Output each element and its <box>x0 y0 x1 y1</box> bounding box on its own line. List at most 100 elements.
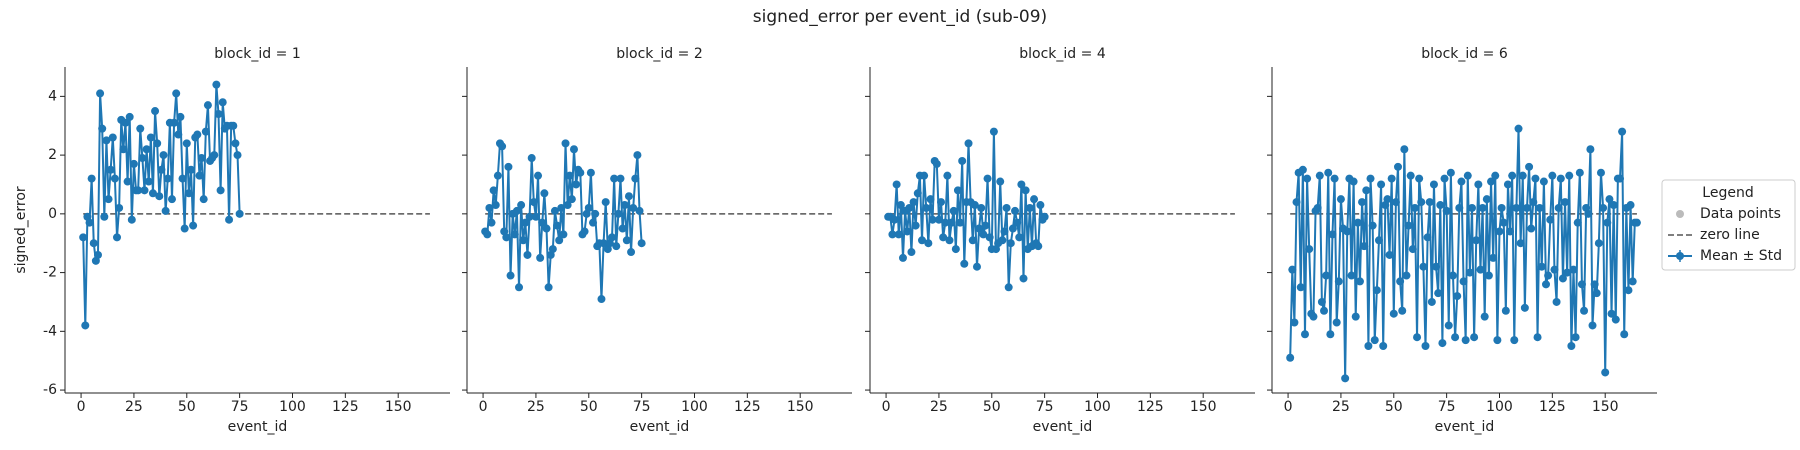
mean-point <box>517 201 526 210</box>
mean-point <box>911 221 920 230</box>
mean-point <box>1465 268 1474 277</box>
mean-point <box>1436 201 1445 210</box>
mean-point <box>1387 174 1396 183</box>
mean-point <box>548 245 557 254</box>
x-tick-label: 50 <box>178 399 196 415</box>
mean-point <box>1021 186 1030 195</box>
mean-point <box>622 236 631 245</box>
mean-point <box>1596 168 1605 177</box>
mean-point <box>1569 265 1578 274</box>
mean-point <box>1624 286 1633 295</box>
mean-point <box>1491 171 1500 180</box>
mean-point <box>1298 165 1307 174</box>
mean-point <box>1040 212 1049 221</box>
mean-point <box>81 321 90 330</box>
mean-point <box>903 227 912 236</box>
mean-point <box>1556 174 1565 183</box>
legend-label: Data points <box>1700 206 1781 222</box>
mean-point <box>1368 221 1377 230</box>
mean-point <box>1601 368 1610 377</box>
mean-point <box>909 198 918 207</box>
mean-point <box>493 171 502 180</box>
mean-point <box>1349 177 1358 186</box>
mean-point <box>1542 280 1551 289</box>
mean-point <box>1463 171 1472 180</box>
mean-point <box>1525 162 1534 171</box>
mean-point <box>483 230 492 239</box>
mean-point <box>1603 218 1612 227</box>
mean-point <box>498 142 507 151</box>
mean-point <box>1394 162 1403 171</box>
mean-point <box>1330 174 1339 183</box>
mean-point <box>144 177 153 186</box>
mean-point <box>1290 318 1299 327</box>
mean-point <box>1599 203 1608 212</box>
mean-point <box>1501 306 1510 315</box>
mean-point <box>1457 177 1466 186</box>
x-axis-label: event_id <box>1435 419 1495 435</box>
mean-point <box>1482 195 1491 204</box>
mean-point <box>996 177 1005 186</box>
mean-point <box>515 283 524 292</box>
mean-point <box>1322 271 1331 280</box>
mean-point <box>540 189 549 198</box>
mean-point <box>949 206 958 215</box>
mean-point <box>1000 227 1009 236</box>
mean-point <box>1347 271 1356 280</box>
mean-point <box>1427 297 1436 306</box>
mean-point <box>1508 171 1517 180</box>
mean-point <box>926 195 935 204</box>
mean-point <box>1391 198 1400 207</box>
mean-point <box>1533 333 1542 342</box>
mean-point <box>983 174 992 183</box>
mean-point <box>627 248 636 257</box>
mean-point <box>1620 330 1629 339</box>
mean-point <box>121 118 130 127</box>
mean-point <box>502 233 511 242</box>
mean-point <box>1459 277 1468 286</box>
x-tick-label: 25 <box>527 399 545 415</box>
mean-point <box>531 212 540 221</box>
y-axis-label: signed_error <box>13 186 29 274</box>
mean-point <box>905 203 914 212</box>
mean-point <box>512 206 521 215</box>
mean-point <box>163 174 172 183</box>
mean-point <box>96 89 105 98</box>
mean-point <box>1550 265 1559 274</box>
mean-point <box>907 248 916 257</box>
mean-point <box>985 233 994 242</box>
mean-point <box>189 221 198 230</box>
mean-point <box>1421 342 1430 351</box>
mean-point <box>123 177 132 186</box>
mean-point <box>1011 206 1020 215</box>
mean-point <box>1605 195 1614 204</box>
mean-point <box>1451 333 1460 342</box>
mean-point <box>569 145 578 154</box>
mean-point <box>1453 292 1462 301</box>
mean-point <box>1476 265 1485 274</box>
mean-point <box>1594 239 1603 248</box>
mean-point <box>1554 203 1563 212</box>
x-tick-label: 125 <box>734 399 761 415</box>
mean-point <box>1296 283 1305 292</box>
mean-point <box>1034 242 1043 251</box>
mean-point <box>1527 224 1536 233</box>
mean-point <box>1493 336 1502 345</box>
mean-point <box>225 215 234 224</box>
mean-point <box>172 89 181 98</box>
mean-point <box>1577 280 1586 289</box>
mean-point <box>1531 174 1540 183</box>
mean-point <box>1334 277 1343 286</box>
mean-point <box>1446 168 1455 177</box>
mean-point <box>1402 271 1411 280</box>
mean-point <box>1429 180 1438 189</box>
mean-point <box>1611 315 1620 324</box>
mean-point <box>534 171 543 180</box>
mean-point <box>1618 127 1627 136</box>
x-axis-label: event_id <box>228 419 288 435</box>
mean-point <box>597 295 606 304</box>
x-tick-label: 75 <box>633 399 651 415</box>
mean-point <box>1425 198 1434 207</box>
mean-point <box>1552 297 1561 306</box>
x-tick-label: 100 <box>279 399 306 415</box>
